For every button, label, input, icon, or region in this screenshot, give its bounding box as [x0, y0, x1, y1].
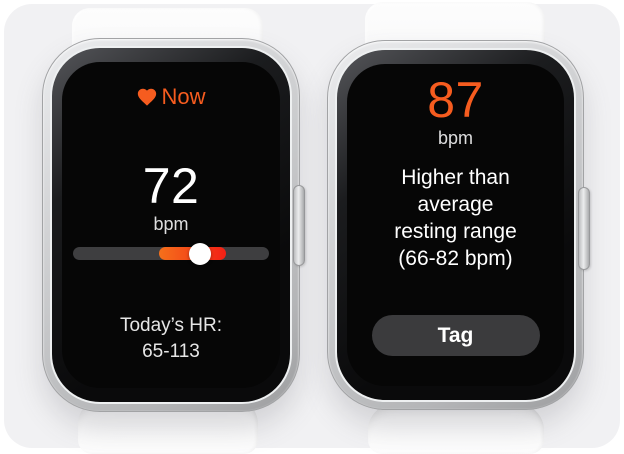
heart-rate-unit: bpm	[437, 128, 473, 148]
slider-knob[interactable]	[189, 242, 212, 265]
todays-hr-label: Today’s HR:	[119, 315, 223, 336]
watch-left-side-button	[293, 185, 305, 266]
heart-rate-value: 72	[142, 158, 200, 214]
todays-hr-summary: Today’s HR: 65-113	[62, 313, 280, 365]
watch-left-bezel: Now 72 bpm Today’s HR: 65-113	[50, 46, 292, 404]
heart-rate-value: 87	[427, 72, 484, 128]
message-line: resting range	[394, 220, 517, 243]
message-line: Higher than	[401, 166, 510, 189]
watch-left-screen: Now 72 bpm Today’s HR: 65-113	[62, 62, 280, 388]
heart-icon	[136, 86, 158, 108]
message-line: (66-82 bpm)	[398, 247, 513, 270]
watch-right-side-button	[578, 187, 590, 270]
watch-right-screen: 87 bpm Higher than average resting range…	[347, 64, 564, 386]
heart-rate-unit: bpm	[153, 214, 189, 234]
watch-left-body: Now 72 bpm Today’s HR: 65-113	[42, 38, 305, 412]
watch-right-bezel: 87 bpm Higher than average resting range…	[335, 48, 576, 402]
watch-right-strap-bottom	[368, 404, 544, 454]
tag-button[interactable]: Tag	[371, 315, 540, 356]
heart-rate-range-slider[interactable]	[73, 242, 269, 265]
watch-right-body: 87 bpm Higher than average resting range…	[327, 40, 590, 410]
heart-rate-header-label: Now	[161, 84, 206, 109]
resting-range-message: Higher than average resting range (66-82…	[347, 164, 564, 272]
message-line: average	[417, 193, 494, 216]
heart-rate-header: Now	[62, 84, 280, 110]
todays-hr-range: 65-113	[142, 341, 200, 362]
